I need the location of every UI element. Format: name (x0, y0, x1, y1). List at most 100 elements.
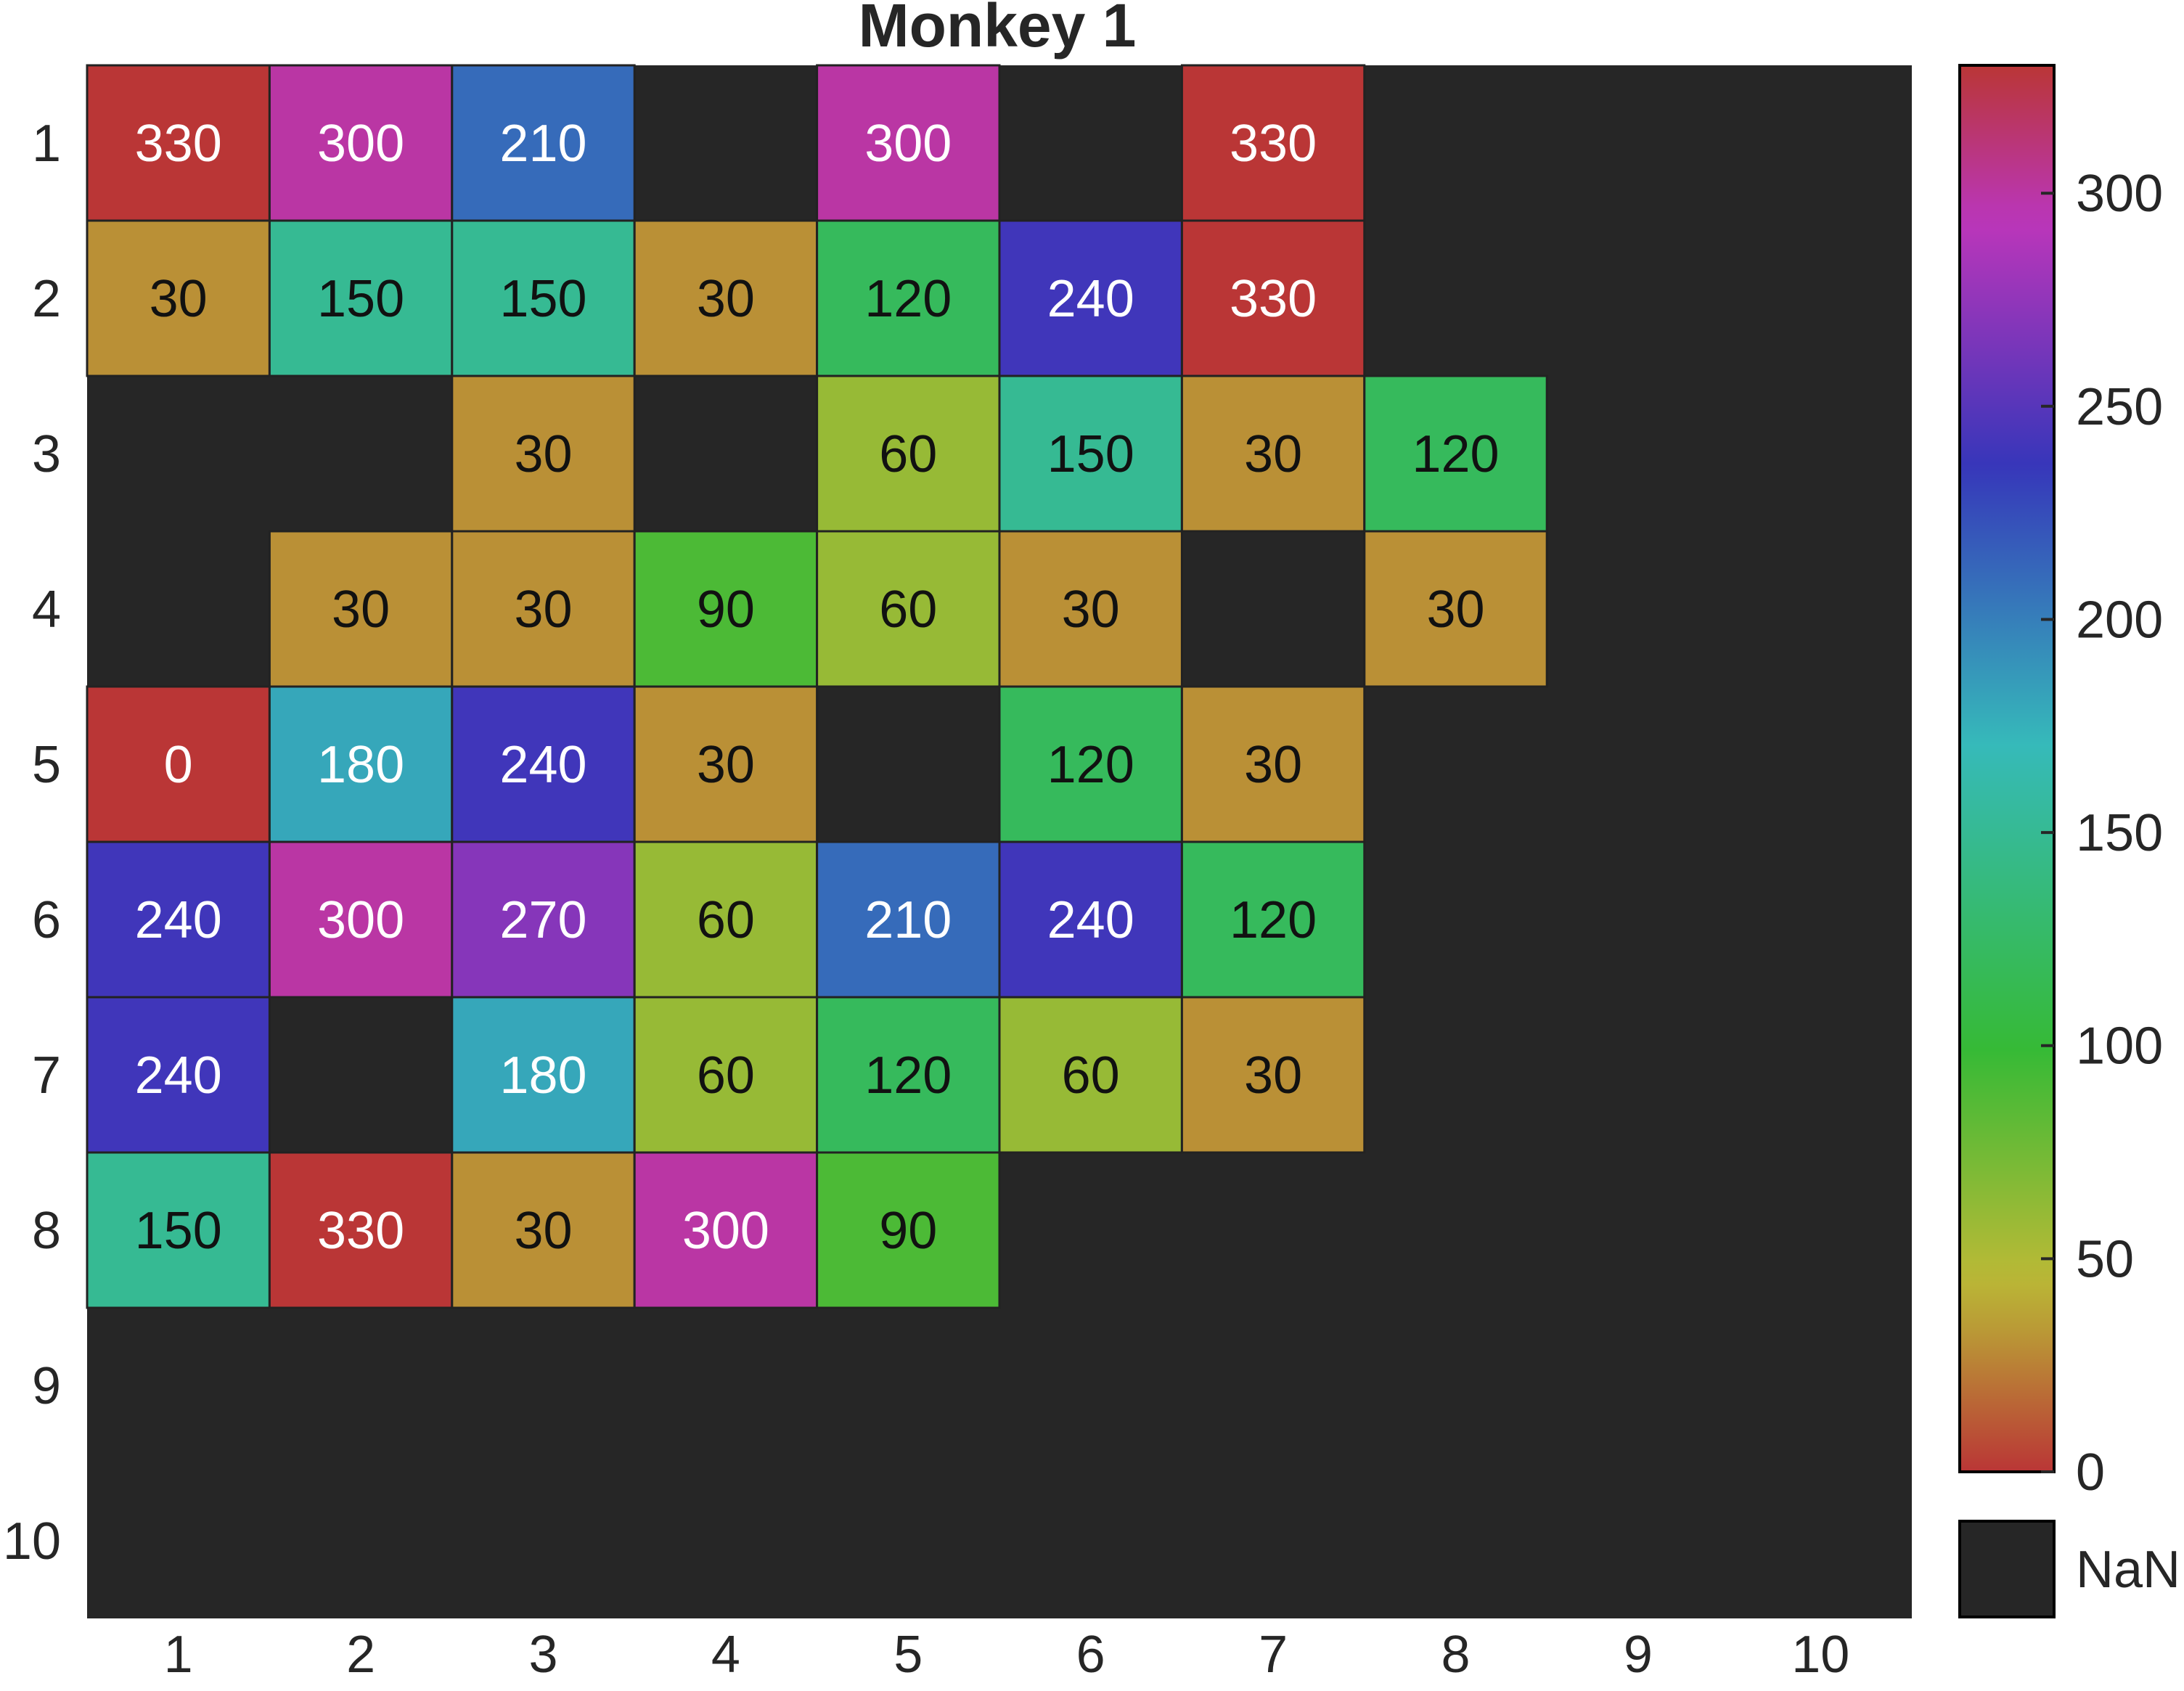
chart-title: Monkey 1 (859, 0, 1137, 60)
cell-value-label: 150 (499, 270, 586, 328)
y-axis-tick-labels: 1 2 3 4 5 6 7 8 9 10 (3, 115, 61, 1571)
cell-value-label: 300 (682, 1202, 769, 1260)
cell-value-label: 330 (135, 115, 222, 173)
cell-value-label: 30 (332, 581, 390, 639)
cell-value-label: 30 (150, 270, 208, 328)
colorbar-tick-label: 0 (2076, 1444, 2105, 1502)
cell-value-label: 120 (1230, 891, 1317, 949)
heatmap-cell (268, 64, 454, 222)
heatmap-cell (816, 219, 1001, 377)
heatmap-cell (268, 685, 454, 843)
cell-value-label: 300 (317, 891, 404, 949)
heatmap-cell (816, 530, 1001, 688)
heatmap-cell (86, 840, 271, 999)
cell-value-label: 210 (499, 115, 586, 173)
x-tick-label: 5 (893, 1626, 923, 1684)
heatmap-cell (451, 1151, 636, 1309)
cell-value-label: 120 (1047, 736, 1134, 794)
cell-value-label: 150 (317, 270, 404, 328)
y-tick-label: 3 (32, 425, 61, 483)
colorbar-tick-label: 50 (2076, 1230, 2134, 1288)
heatmap-cell (451, 685, 636, 843)
heatmap-cell (816, 374, 1001, 533)
y-tick-label: 4 (32, 581, 61, 639)
heatmap-cells (86, 64, 1548, 1309)
cell-value-label: 240 (1047, 891, 1134, 949)
cell-value-label: 60 (879, 581, 937, 639)
heatmap-cell (451, 64, 636, 222)
cell-value-label: 180 (317, 736, 404, 794)
heatmap-cell (633, 219, 819, 377)
heatmap-cell (1180, 996, 1366, 1154)
heatmap-cell (86, 1151, 271, 1309)
colorbar-ticks: 0 50 100 150 200 250 300 (2041, 165, 2163, 1502)
heatmap-cell (1180, 840, 1366, 999)
x-tick-label: 4 (711, 1626, 740, 1684)
heatmap-cell (633, 685, 819, 843)
cell-value-label: 30 (697, 270, 755, 328)
heatmap-cell (633, 996, 819, 1154)
cell-value-label: 150 (135, 1202, 222, 1260)
heatmap-cell (86, 685, 271, 843)
heatmap-cell (633, 530, 819, 688)
cell-value-label: 90 (697, 581, 755, 639)
y-tick-label: 2 (32, 270, 61, 328)
colorbar-tick-label: 300 (2076, 165, 2163, 223)
colorbar-tick-label: 100 (2076, 1018, 2163, 1076)
heatmap-cell (1180, 219, 1366, 377)
cell-value-label: 120 (864, 1047, 952, 1105)
heatmap-cell (451, 219, 636, 377)
x-tick-label: 8 (1441, 1626, 1470, 1684)
colorbar-tick-label: 150 (2076, 804, 2163, 862)
cell-value-label: 270 (499, 891, 586, 949)
heatmap-cell (451, 996, 636, 1154)
cell-value-label: 330 (1230, 270, 1317, 328)
heatmap-cell (268, 1151, 454, 1309)
heatmap-cell (998, 996, 1183, 1154)
cell-value-label: 30 (514, 581, 572, 639)
cell-value-label: 90 (879, 1202, 937, 1260)
y-tick-label: 6 (32, 891, 61, 949)
cell-value-label: 240 (499, 736, 586, 794)
colorbar-tick-label: 250 (2076, 378, 2163, 436)
x-axis-tick-labels: 1 2 3 4 5 6 7 8 9 10 (164, 1626, 1850, 1684)
x-tick-label: 7 (1259, 1626, 1288, 1684)
cell-value-label: 30 (1244, 736, 1302, 794)
x-tick-label: 10 (1791, 1626, 1849, 1684)
cell-value-label: 30 (1244, 425, 1302, 483)
cell-value-label: 30 (1426, 581, 1484, 639)
heatmap-cell (268, 530, 454, 688)
heatmap-cell (86, 64, 271, 222)
y-tick-label: 10 (3, 1512, 61, 1571)
heatmap-cell (451, 530, 636, 688)
cell-value-label: 240 (135, 891, 222, 949)
cell-value-label: 60 (879, 425, 937, 483)
x-tick-label: 9 (1624, 1626, 1653, 1684)
nan-legend-swatch (1958, 1520, 2056, 1618)
cell-value-label: 60 (1062, 1047, 1120, 1105)
heatmap-cell (86, 219, 271, 377)
heatmap-cell (998, 530, 1183, 688)
x-tick-label: 6 (1076, 1626, 1105, 1684)
cell-value-label: 300 (864, 115, 952, 173)
cell-value-label: 210 (864, 891, 952, 949)
cell-value-label: 120 (864, 270, 952, 328)
cell-value-label: 30 (514, 425, 572, 483)
x-tick-label: 2 (346, 1626, 375, 1684)
cell-value-label: 30 (1244, 1047, 1302, 1105)
x-tick-label: 1 (164, 1626, 193, 1684)
cell-value-label: 150 (1047, 425, 1134, 483)
cell-value-label: 120 (1412, 425, 1499, 483)
cell-value-label: 60 (697, 891, 755, 949)
heatmap-cell (1363, 374, 1548, 533)
cell-value-label: 330 (1230, 115, 1317, 173)
cell-value-label: 30 (1062, 581, 1120, 639)
cell-value-label: 30 (514, 1202, 572, 1260)
heatmap-cell (268, 219, 454, 377)
cell-value-label: 0 (164, 736, 193, 794)
y-tick-label: 9 (32, 1357, 61, 1415)
colorbar (1958, 64, 2056, 1473)
y-tick-label: 1 (32, 115, 61, 173)
